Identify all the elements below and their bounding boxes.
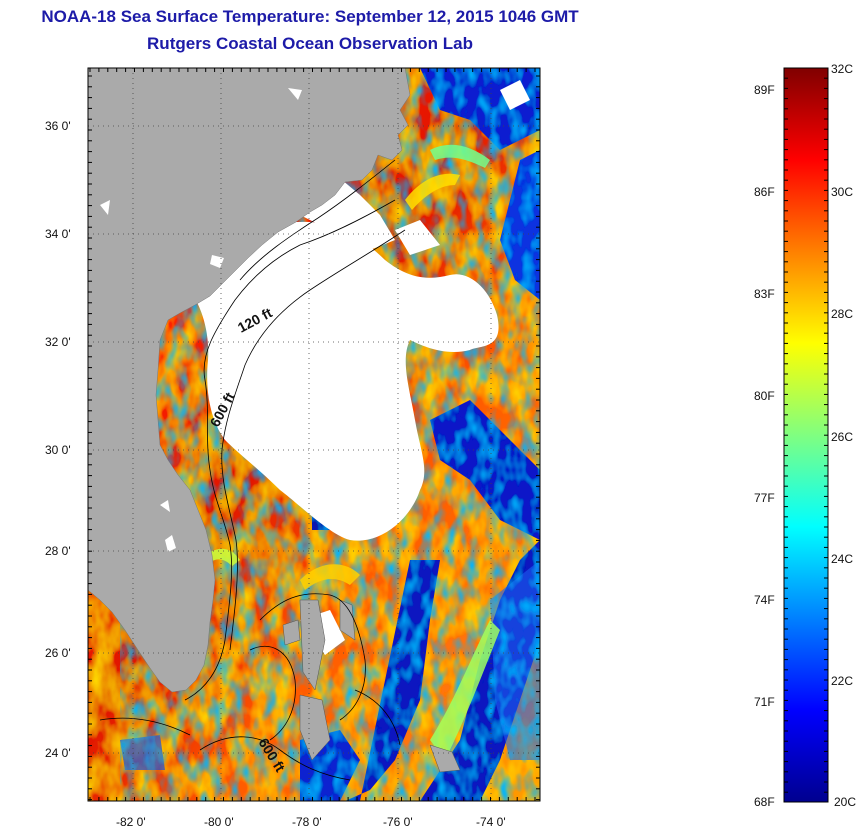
latitude-axis: 36 0' 34 0' 32 0' 30 0' 28 0' 26 0' 24 0… [45,119,71,760]
colorbar-celsius-label: 20C [834,795,856,809]
lat-tick-label: 32 0' [45,335,71,349]
colorbar-celsius-label: 24C [831,552,853,566]
lon-tick-label: -78 0' [292,815,322,829]
colorbar-fahrenheit-label: 77F [754,491,775,505]
lon-tick-label: -76 0' [383,815,413,829]
colorbar-fahrenheit-label: 71F [754,695,775,709]
lat-tick-label: 28 0' [45,544,71,558]
map-subtitle: Rutgers Coastal Ocean Observation Lab [147,34,473,53]
colorbar-celsius-label: 30C [831,185,853,199]
lat-tick-label: 24 0' [45,746,71,760]
colorbar-fahrenheit-label: 68F [754,795,775,809]
colorbar-fahrenheit-label: 80F [754,389,775,403]
lat-tick-label: 26 0' [45,646,71,660]
map-title: NOAA-18 Sea Surface Temperature: Septemb… [41,7,579,26]
colorbar-fahrenheit-label: 74F [754,593,775,607]
colorbar-fahrenheit-label: 89F [754,83,775,97]
graticule [88,68,540,801]
lat-tick-label: 36 0' [45,119,71,133]
lon-tick-label: -82 0' [116,815,146,829]
colorbar: 32C 30C 28C 26C 24C 22C 20C 89F 86F 83F … [754,62,856,809]
map-panel: 120 ft 600 ft 600 ft [88,68,540,801]
lat-tick-label: 34 0' [45,227,71,241]
colorbar-celsius-label: 26C [831,430,853,444]
lon-tick-label: -74 0' [476,815,506,829]
colorbar-fahrenheit-label: 86F [754,185,775,199]
isobath-contours [99,159,406,781]
colorbar-fahrenheit-label: 83F [754,287,775,301]
colorbar-celsius-label: 32C [831,62,853,76]
axis-ticks [88,68,540,801]
map-frame [87,67,541,802]
colorbar-celsius-label: 22C [831,674,853,688]
colorbar-gradient [784,68,828,802]
lon-tick-label: -80 0' [204,815,234,829]
land-us-southeast [88,68,411,693]
inland-water [100,88,302,552]
colorbar-celsius-label: 28C [831,307,853,321]
bahamas-islands [282,599,461,773]
colorbar-ticks [784,67,828,793]
lat-tick-label: 30 0' [45,443,71,457]
longitude-axis: -82 0' -80 0' -78 0' -76 0' -74 0' [116,815,506,829]
